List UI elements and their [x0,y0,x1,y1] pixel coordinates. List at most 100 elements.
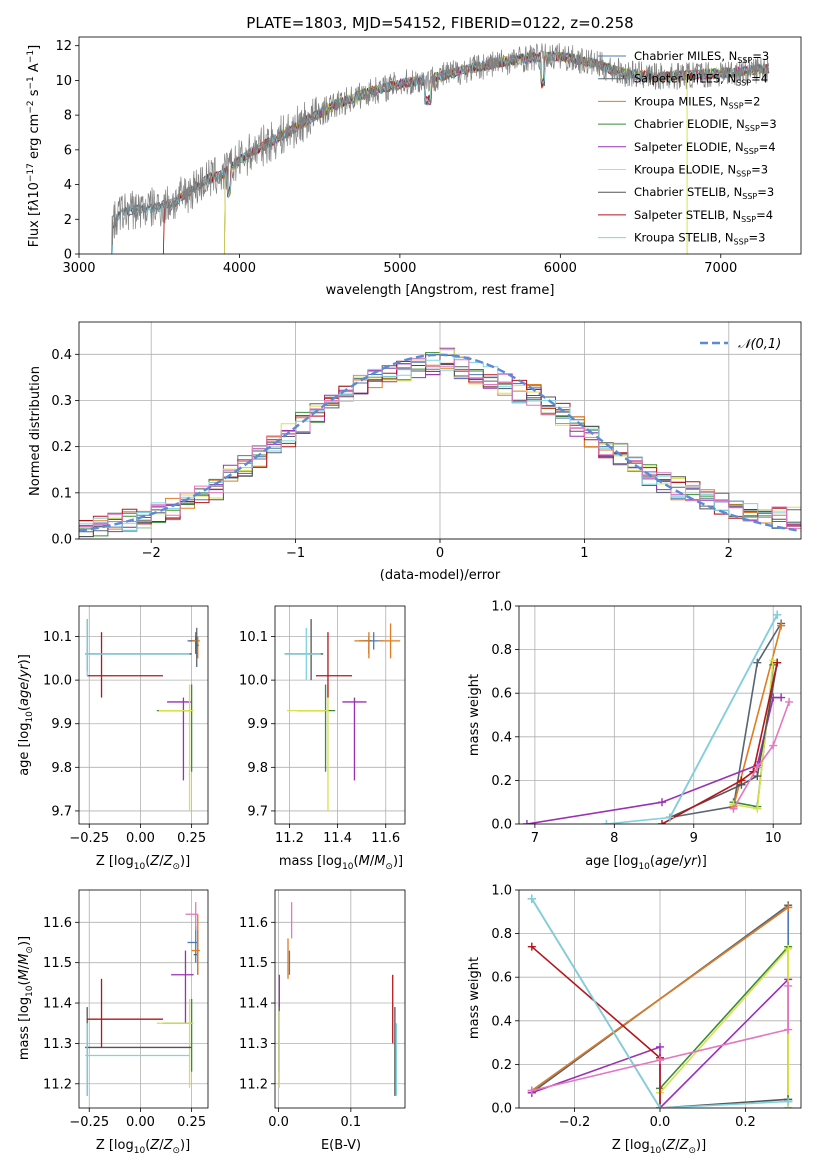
legend-subscript: SSP [742,192,757,201]
mass-weight-line [669,662,778,819]
legend-label: Kroupa ELODIE, NSSP=3 [634,163,768,179]
x-tick-label: −1 [286,546,305,561]
plus-marker [527,894,536,903]
errorbar-point [156,684,193,772]
axes-frame [78,889,209,1109]
mass-weight-line [669,622,782,819]
massweight-vs-age-ylabel: mass weight [467,674,482,756]
x-tick-label: 0.25 [177,1115,206,1130]
legend-label: Salpeter STELIB, NSSP=4 [634,208,773,224]
age-vs-metallicity-panel: −0.25 0.00 0.25 9.7 9.8 9.9 10.0 10.1 [43,605,209,846]
residuals-panel: −2 −1 0 1 2 0.0 0.1 0.2 0.3 0.4 𝒩(0,1) [51,321,802,561]
legend-nssp: =3 [752,49,769,63]
errorbar-point [287,684,329,811]
y-tick-label: 0.8 [491,927,512,942]
legend-nssp: =3 [751,163,768,177]
y-tick-label: 11.6 [239,916,268,931]
legend-subscript: SSP [745,124,760,133]
svg-text:Flux [fλ10−17 erg cm−2 s−1 A−1: Flux [fλ10−17 erg cm−2 s−1 A−1] [26,45,42,247]
figure-title: PLATE=1803, MJD=54152, FIBERID=0122, z=0… [246,14,633,32]
y-tick-label: 10 [55,74,72,89]
mass-weight-line [606,614,778,824]
plus-marker [522,820,531,824]
plus-marker [777,693,786,702]
legend-label: Salpeter MILES, NSSP=4 [634,72,768,88]
y-tick-label: 0.8 [491,643,512,658]
x-tick-label: 2 [725,546,733,561]
legend-subscript: SSP [744,147,759,156]
x-tick-label: 1 [580,546,588,561]
plot-area [111,43,770,254]
y-tick-label: 0.4 [491,1014,512,1029]
spectrum-panel: 3000 4000 5000 6000 7000 0 2 4 6 8 10 12 Chabrier MI… [55,36,802,276]
legend-nssp: =3 [749,231,766,245]
svg-text:age [log10(age/yr)]: age [log10(age/yr)] [585,854,707,872]
y-tick-label: 9.8 [247,761,268,776]
y-tick-label: 11.3 [239,1037,268,1052]
massweight-vs-Z-ylabel: mass weight [467,957,482,1039]
errorbar-point [85,619,190,676]
x-tick-label: 0.0 [268,1115,289,1130]
legend-label: Chabrier ELODIE, NSSP=3 [634,117,777,133]
y-tick-label: 11.3 [43,1037,72,1052]
errorbar-point [342,697,367,781]
legend-nssp: =4 [751,72,768,86]
y-tick-label: 9.7 [51,804,72,819]
y-tick-label: 0.0 [491,1102,512,1117]
errorbar-point [156,999,194,1088]
x-tick-label: 0.0 [650,1115,671,1130]
plus-marker [773,658,782,667]
y-tick-label: 9.9 [247,717,268,732]
plus-marker [737,776,746,785]
mass-vs-Z-xlabel: Z [log10(Z/Z⊙)] [96,1138,190,1156]
plus-marker [769,741,778,750]
y-tick-label: 6 [64,143,72,158]
plot-area [522,610,794,824]
y-tick-label: 10.0 [43,674,72,689]
x-tick-label: −0.25 [69,1115,109,1130]
spectrum-ylabel: Flux [fλ10−17 erg cm−2 s−1 A−1] [26,45,42,247]
plus-marker [656,1056,664,1065]
x-tick-label: 11.2 [275,831,304,846]
mass-weight-line [661,662,778,824]
plus-marker [785,697,794,706]
svg-text:Z [log10(Z/Z⊙)]: Z [log10(Z/Z⊙)] [96,1138,190,1156]
plus-marker [527,942,536,951]
errorbar-point [378,623,401,659]
plus-marker [602,820,611,824]
gaussian-curve [79,353,801,533]
legend-label: Kroupa STELIB, NSSP=3 [634,231,765,247]
errorbar-point [87,978,163,1048]
errorbar-point [284,619,324,681]
x-tick-label: −0.25 [69,831,109,846]
data-spectrum-line [111,43,769,254]
plot-area [278,902,397,1096]
errorbar-point [315,632,353,698]
errorbar-point [158,684,194,811]
errorbar-point [185,902,198,931]
axes-frame [518,889,802,1109]
mass-weight-line [531,946,661,1108]
y-tick-label: 9.7 [247,804,268,819]
x-tick-label: 0.00 [126,1115,155,1130]
y-tick-label: 11.2 [239,1077,268,1092]
y-tick-label: 0.0 [51,533,72,548]
legend-label: Chabrier MILES, NSSP=3 [634,49,769,65]
x-tick-label: −2 [142,546,161,561]
legend-label: Salpeter ELODIE, NSSP=4 [634,140,776,156]
x-tick-label: 0.2 [735,1115,756,1130]
y-tick-label: 1.0 [491,884,512,899]
y-tick-label: 2 [64,213,72,228]
plus-marker [657,798,666,807]
spectrum-legend: Chabrier MILES, NSSP=3 Salpeter MILES, NS… [598,49,777,247]
age-vs-mass-panel: 11.2 11.4 11.6 9.7 9.8 9.9 10.0 10.1 [239,605,406,846]
mass-vs-ebv-panel: 0.0 0.1 11.2 11.3 11.4 11.5 11.6 [239,889,406,1130]
plus-marker [656,1104,664,1108]
plus-marker [773,610,782,619]
x-tick-label: 3000 [62,261,95,276]
errorbar-point [167,697,192,781]
y-tick-label: 10.1 [43,630,72,645]
y-tick-label: 4 [64,178,72,193]
y-tick-label: 0 [64,248,72,263]
